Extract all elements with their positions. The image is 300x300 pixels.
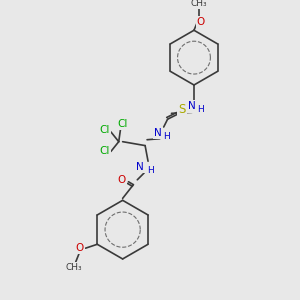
Text: CH₃: CH₃ — [65, 263, 82, 272]
Text: H: H — [148, 167, 154, 176]
Text: Cl: Cl — [100, 146, 110, 157]
Text: N: N — [154, 128, 162, 138]
Text: N: N — [136, 162, 144, 172]
Text: N: N — [188, 101, 196, 112]
Text: Cl: Cl — [100, 125, 110, 135]
Text: O: O — [118, 175, 126, 185]
Text: H: H — [163, 132, 170, 141]
Text: O: O — [197, 17, 205, 27]
Text: S: S — [178, 103, 186, 116]
Text: O: O — [76, 243, 84, 253]
Text: Cl: Cl — [117, 119, 128, 129]
Text: CH₃: CH₃ — [190, 0, 207, 8]
Text: H: H — [197, 105, 204, 114]
